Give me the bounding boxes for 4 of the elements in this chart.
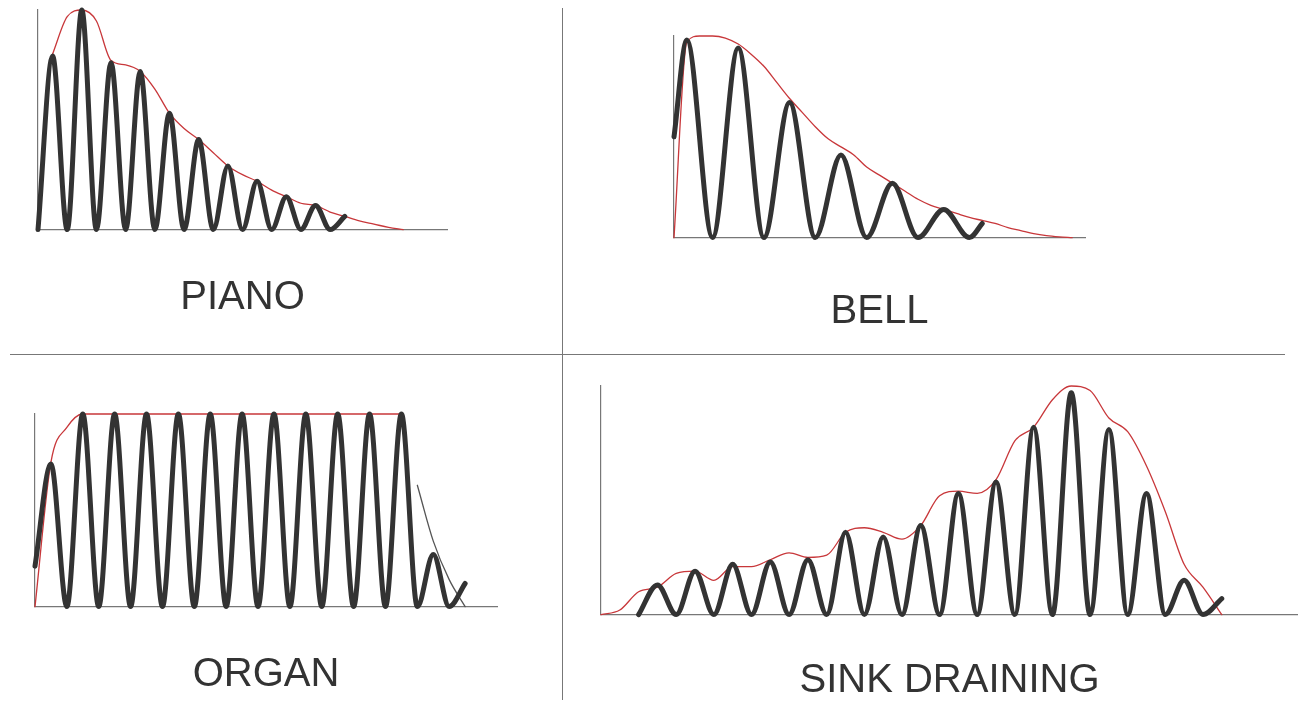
- text: PIANO: [180, 273, 305, 318]
- text: SINK DRAINING: [799, 656, 1100, 701]
- text: ORGAN: [192, 650, 340, 695]
- text: BELL: [830, 287, 929, 332]
